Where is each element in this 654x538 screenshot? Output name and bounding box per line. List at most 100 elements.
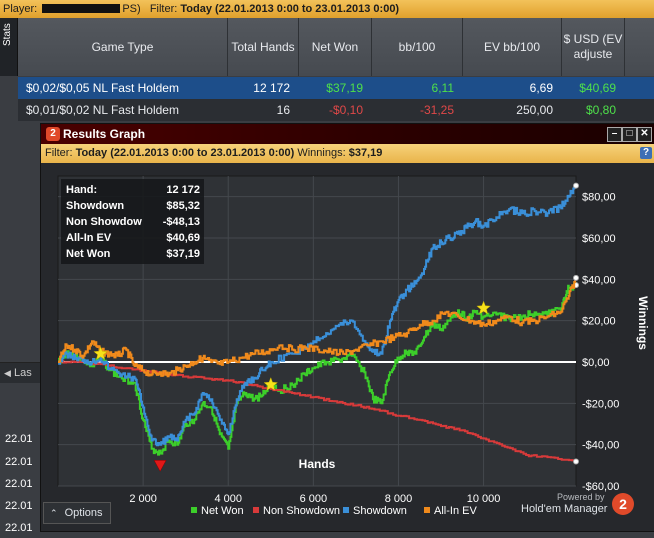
cell-bb100: -31,25 [419, 103, 454, 117]
list-item[interactable]: 22.01 [5, 433, 33, 445]
list-item[interactable]: 22.01 [5, 522, 33, 534]
triangle-marker-3 [153, 460, 167, 472]
star-marker-2 [476, 300, 491, 315]
series-line-sd [58, 185, 577, 447]
brand-logo: Powered by Hold'em Manager 2 [519, 492, 639, 530]
star-marker-0 [93, 345, 108, 360]
legend-swatch-sd [343, 507, 349, 513]
stats-summary-box: Hand: 12 172 Showdown $85,32 Non Showdow -$48… [61, 179, 204, 264]
cell-game-type: $0,02/$0,05 NL Fast Holdem [26, 81, 179, 95]
brand-name: Hold'em Manager [521, 503, 608, 515]
hem-logo-icon: 2 [46, 127, 60, 141]
maximize-icon[interactable]: □ [622, 127, 637, 142]
graph-filter-label: Filter: [45, 147, 73, 159]
graph-filter-bar: Filter: Today (22.01.2013 0:00 to 23.01.… [41, 144, 654, 163]
y-axis-label: Winnings [636, 296, 650, 350]
cell-total-hands: 16 [276, 103, 290, 117]
stats-table-header: Game Type Total Hands Net Won bb/100 EV … [18, 18, 654, 76]
column-header-usd-ev[interactable]: $ USD (EV adjuste [562, 18, 625, 76]
column-header-net-won[interactable]: Net Won [299, 18, 372, 76]
legend-swatch-nonsd [253, 507, 259, 513]
filter-value[interactable]: Today (22.01.2013 0:00 to 23.01.2013 0:0… [180, 3, 400, 15]
close-icon[interactable]: ✕ [637, 127, 652, 142]
stats-row-value: $37,19 [166, 248, 200, 260]
stats-row-label: Showdown [66, 200, 125, 212]
x-tick-label: 6 000 [300, 493, 328, 505]
stats-row-4: Net Won $37,19 [66, 246, 200, 262]
stats-row-label: Hand: [66, 184, 98, 196]
y-tick-label: $0,00 [582, 357, 610, 369]
last-label: Las [13, 367, 32, 379]
y-tick-label: -$20,00 [582, 398, 619, 410]
y-tick-label: $40,00 [582, 274, 616, 286]
legend-swatch-ev [424, 507, 430, 513]
window-title-bar[interactable]: 2 Results Graph – □ ✕ [41, 124, 654, 144]
list-item[interactable]: 22.01 [5, 456, 33, 468]
y-axis: -$60,00 -$40,00 -$20,00 $0,00 $20,00 $40,00 $6… [582, 192, 619, 493]
redacted-player-name [42, 4, 121, 13]
player-label: Player: [3, 3, 38, 15]
stats-tab-label: Stats [2, 23, 13, 46]
winnings-label: Winnings: [297, 147, 346, 159]
stats-row-label: Net Won [66, 248, 111, 260]
series-end-point-nonsd [573, 458, 579, 465]
help-icon[interactable]: ? [640, 147, 652, 159]
graph-filter-value[interactable]: Today (22.01.2013 0:00 to 23.01.2013 0:0… [75, 147, 295, 159]
cell-net-won: $37,19 [326, 81, 363, 95]
minimize-icon[interactable]: – [607, 127, 622, 142]
series-line-nonsd [58, 360, 577, 462]
y-tick-label: -$40,00 [582, 440, 619, 452]
stats-row-value: 12 172 [166, 184, 200, 196]
cell-ev-bb100: 250,00 [516, 103, 553, 117]
list-item[interactable]: 22.01 [5, 500, 33, 512]
legend-label-sd: Showdown [353, 505, 407, 517]
table-row[interactable]: $0,02/$0,05 NL Fast Holdem 12 172 $37,19… [18, 77, 654, 99]
chart-legend: Net Won Non Showdown Showdown All-In EV [191, 505, 477, 517]
x-axis: 2 000 4 000 6 000 8 000 10 000 [129, 493, 500, 505]
chart-markers [93, 300, 491, 472]
player-suffix: PS) [122, 3, 141, 15]
stats-row-label: All-In EV [66, 232, 112, 244]
stats-side-tab[interactable]: Stats [0, 18, 18, 76]
chart-lines [58, 182, 579, 465]
legend-swatch-net [191, 507, 197, 513]
options-button[interactable]: ⌃ Options [43, 502, 111, 524]
table-row[interactable]: $0,01/$0,02 NL Fast Holdem 16 -$0,10 -31… [18, 99, 654, 121]
cell-ev-bb100: 6,69 [529, 81, 553, 95]
top-filter-bar: Player: PS) Filter: Today (22.01.2013 0:… [0, 0, 654, 18]
winnings-value: $37,19 [348, 147, 383, 159]
column-header-total-hands[interactable]: Total Hands [228, 18, 299, 76]
column-header-ev-bb100[interactable]: EV bb/100 [463, 18, 562, 76]
cell-usd-ev: $40,69 [579, 81, 616, 95]
last-sessions-bar[interactable]: ◀ Las [0, 362, 40, 383]
series-line-net [58, 281, 577, 456]
stats-row-value: $85,32 [166, 200, 200, 212]
stats-row-3: All-In EV $40,69 [66, 230, 200, 246]
cell-total-hands: 12 172 [253, 81, 290, 95]
stats-row-0: Hand: 12 172 [66, 182, 200, 198]
list-item[interactable]: 22.01 [5, 478, 33, 490]
column-header-game-type[interactable]: Game Type [18, 18, 228, 76]
y-tick-label: $60,00 [582, 233, 616, 245]
cell-net-won: -$0,10 [328, 103, 363, 117]
background-panel [0, 121, 40, 530]
series-line-ev [58, 276, 577, 378]
y-tick-label: -$60,00 [582, 481, 619, 493]
cell-bb100: 6,11 [431, 81, 454, 95]
brand-powered-by: Powered by [557, 492, 605, 502]
x-tick-label: 4 000 [214, 493, 242, 505]
cell-game-type: $0,01/$0,02 NL Fast Holdem [26, 103, 179, 117]
column-header-bb100[interactable]: bb/100 [372, 18, 463, 76]
stats-row-2: Non Showdow -$48,13 [66, 214, 200, 230]
results-graph-window: 2 Results Graph – □ ✕ Filter: Today (22.… [40, 123, 654, 532]
chevron-up-icon: ⌃ [50, 508, 58, 518]
stats-row-1: Showdown $85,32 [66, 198, 200, 214]
legend-label-ev: All-In EV [434, 505, 477, 517]
stats-row-value: -$48,13 [162, 216, 200, 228]
series-end-point-sd [573, 182, 579, 189]
x-tick-label: 10 000 [467, 493, 501, 505]
expand-icon[interactable]: ◀ [4, 368, 11, 378]
x-tick-label: 8 000 [385, 493, 413, 505]
star-marker-1 [263, 376, 279, 391]
y-tick-label: $20,00 [582, 316, 616, 328]
